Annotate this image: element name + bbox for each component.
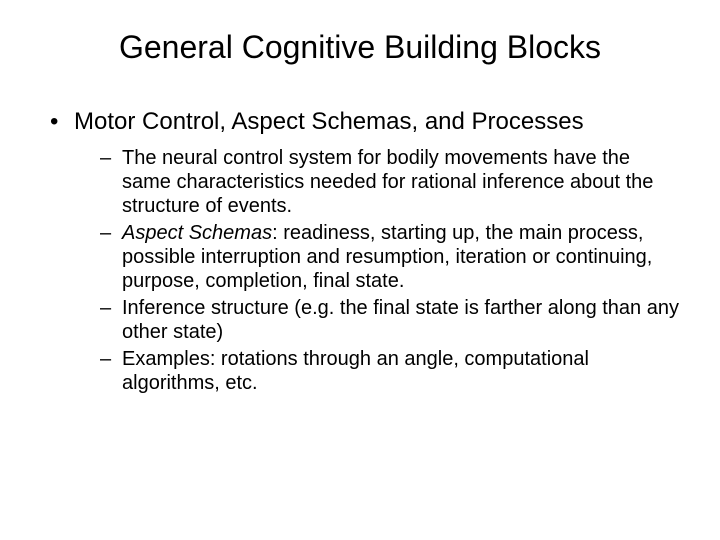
- slide-title: General Cognitive Building Blocks: [40, 28, 680, 66]
- bullet-level2-item: The neural control system for bodily mov…: [100, 146, 680, 218]
- bullet-level2-item: Examples: rotations through an angle, co…: [100, 347, 680, 395]
- bullet-list-level1: Motor Control, Aspect Schemas, and Proce…: [50, 106, 680, 394]
- bullet-level2-text: Inference structure (e.g. the final stat…: [122, 297, 679, 343]
- bullet-level1-item: Motor Control, Aspect Schemas, and Proce…: [50, 106, 680, 394]
- bullet-level2-item: Aspect Schemas: readiness, starting up, …: [100, 221, 680, 293]
- bullet-level2-item: Inference structure (e.g. the final stat…: [100, 296, 680, 344]
- bullet-level1-text: Motor Control, Aspect Schemas, and Proce…: [74, 108, 584, 135]
- bullet-list-level2: The neural control system for bodily mov…: [100, 146, 680, 395]
- bullet-level2-italic: Aspect Schemas: [122, 222, 272, 244]
- bullet-level2-text: Examples: rotations through an angle, co…: [122, 348, 589, 394]
- bullet-level2-text: The neural control system for bodily mov…: [122, 147, 653, 217]
- slide: General Cognitive Building Blocks Motor …: [0, 0, 720, 540]
